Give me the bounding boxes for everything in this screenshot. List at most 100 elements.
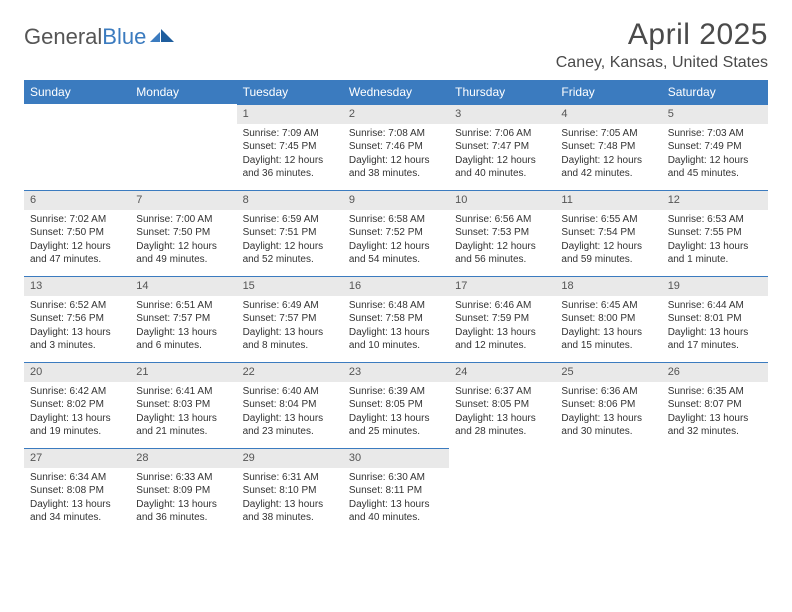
sunrise-line: Sunrise: 6:49 AM (243, 299, 337, 313)
sunset-line: Sunset: 7:52 PM (349, 226, 443, 240)
sunrise-line: Sunrise: 6:59 AM (243, 213, 337, 227)
day-details: Sunrise: 6:45 AMSunset: 8:00 PMDaylight:… (555, 296, 661, 357)
calendar-cell: 4Sunrise: 7:05 AMSunset: 7:48 PMDaylight… (555, 104, 661, 190)
sunset-line: Sunset: 7:58 PM (349, 312, 443, 326)
sunset-line: Sunset: 8:05 PM (349, 398, 443, 412)
day-number: 28 (130, 448, 236, 468)
day-number: 5 (662, 104, 768, 124)
weekday-thursday: Thursday (449, 80, 555, 104)
day-details: Sunrise: 6:49 AMSunset: 7:57 PMDaylight:… (237, 296, 343, 357)
sunset-line: Sunset: 7:57 PM (243, 312, 337, 326)
calendar-cell (662, 448, 768, 534)
sunrise-line: Sunrise: 6:46 AM (455, 299, 549, 313)
sunrise-line: Sunrise: 6:41 AM (136, 385, 230, 399)
day-number: 21 (130, 362, 236, 382)
day-details: Sunrise: 6:44 AMSunset: 8:01 PMDaylight:… (662, 296, 768, 357)
day-number: 15 (237, 276, 343, 296)
daylight-line: Daylight: 13 hours and 12 minutes. (455, 326, 549, 353)
sunrise-line: Sunrise: 6:31 AM (243, 471, 337, 485)
day-details: Sunrise: 6:30 AMSunset: 8:11 PMDaylight:… (343, 468, 449, 529)
sunrise-line: Sunrise: 6:58 AM (349, 213, 443, 227)
sunrise-line: Sunrise: 6:42 AM (30, 385, 124, 399)
daylight-line: Daylight: 12 hours and 42 minutes. (561, 154, 655, 181)
calendar-cell: 5Sunrise: 7:03 AMSunset: 7:49 PMDaylight… (662, 104, 768, 190)
day-details: Sunrise: 6:41 AMSunset: 8:03 PMDaylight:… (130, 382, 236, 443)
calendar-table: Sunday Monday Tuesday Wednesday Thursday… (24, 80, 768, 534)
day-number: 4 (555, 104, 661, 124)
day-details: Sunrise: 6:58 AMSunset: 7:52 PMDaylight:… (343, 210, 449, 271)
calendar-cell: 6Sunrise: 7:02 AMSunset: 7:50 PMDaylight… (24, 190, 130, 276)
calendar-week-row: 6Sunrise: 7:02 AMSunset: 7:50 PMDaylight… (24, 190, 768, 276)
sunset-line: Sunset: 8:05 PM (455, 398, 549, 412)
day-number: 27 (24, 448, 130, 468)
day-details: Sunrise: 6:48 AMSunset: 7:58 PMDaylight:… (343, 296, 449, 357)
daylight-line: Daylight: 13 hours and 40 minutes. (349, 498, 443, 525)
sunrise-line: Sunrise: 7:08 AM (349, 127, 443, 141)
sunrise-line: Sunrise: 6:44 AM (668, 299, 762, 313)
sunrise-line: Sunrise: 6:35 AM (668, 385, 762, 399)
day-details: Sunrise: 7:08 AMSunset: 7:46 PMDaylight:… (343, 124, 449, 185)
sunrise-line: Sunrise: 6:33 AM (136, 471, 230, 485)
day-number: 13 (24, 276, 130, 296)
daylight-line: Daylight: 13 hours and 30 minutes. (561, 412, 655, 439)
sunset-line: Sunset: 7:45 PM (243, 140, 337, 154)
daylight-line: Daylight: 13 hours and 1 minute. (668, 240, 762, 267)
daylight-line: Daylight: 13 hours and 19 minutes. (30, 412, 124, 439)
daylight-line: Daylight: 13 hours and 3 minutes. (30, 326, 124, 353)
sunset-line: Sunset: 8:06 PM (561, 398, 655, 412)
day-details: Sunrise: 6:34 AMSunset: 8:08 PMDaylight:… (24, 468, 130, 529)
sunset-line: Sunset: 7:57 PM (136, 312, 230, 326)
day-number: 20 (24, 362, 130, 382)
calendar-cell (555, 448, 661, 534)
day-number: 26 (662, 362, 768, 382)
calendar-cell: 28Sunrise: 6:33 AMSunset: 8:09 PMDayligh… (130, 448, 236, 534)
sunset-line: Sunset: 7:46 PM (349, 140, 443, 154)
day-number: 12 (662, 190, 768, 210)
calendar-cell: 14Sunrise: 6:51 AMSunset: 7:57 PMDayligh… (130, 276, 236, 362)
daylight-line: Daylight: 13 hours and 10 minutes. (349, 326, 443, 353)
sunrise-line: Sunrise: 6:48 AM (349, 299, 443, 313)
day-number: 17 (449, 276, 555, 296)
daylight-line: Daylight: 12 hours and 38 minutes. (349, 154, 443, 181)
calendar-cell: 26Sunrise: 6:35 AMSunset: 8:07 PMDayligh… (662, 362, 768, 448)
calendar-cell: 17Sunrise: 6:46 AMSunset: 7:59 PMDayligh… (449, 276, 555, 362)
day-number: 29 (237, 448, 343, 468)
sunrise-line: Sunrise: 6:34 AM (30, 471, 124, 485)
day-number: 16 (343, 276, 449, 296)
calendar-cell: 27Sunrise: 6:34 AMSunset: 8:08 PMDayligh… (24, 448, 130, 534)
weekday-wednesday: Wednesday (343, 80, 449, 104)
calendar-cell: 15Sunrise: 6:49 AMSunset: 7:57 PMDayligh… (237, 276, 343, 362)
day-details: Sunrise: 6:55 AMSunset: 7:54 PMDaylight:… (555, 210, 661, 271)
day-number: 10 (449, 190, 555, 210)
day-details: Sunrise: 6:37 AMSunset: 8:05 PMDaylight:… (449, 382, 555, 443)
day-number: 30 (343, 448, 449, 468)
daylight-line: Daylight: 12 hours and 49 minutes. (136, 240, 230, 267)
day-details: Sunrise: 7:05 AMSunset: 7:48 PMDaylight:… (555, 124, 661, 185)
day-number: 19 (662, 276, 768, 296)
sunrise-line: Sunrise: 6:37 AM (455, 385, 549, 399)
sunset-line: Sunset: 7:56 PM (30, 312, 124, 326)
sunset-line: Sunset: 8:02 PM (30, 398, 124, 412)
sunrise-line: Sunrise: 7:03 AM (668, 127, 762, 141)
sunset-line: Sunset: 7:50 PM (30, 226, 124, 240)
daylight-line: Daylight: 12 hours and 45 minutes. (668, 154, 762, 181)
day-number: 3 (449, 104, 555, 124)
sunset-line: Sunset: 7:55 PM (668, 226, 762, 240)
brand-mark-icon (150, 24, 176, 50)
sunset-line: Sunset: 7:54 PM (561, 226, 655, 240)
day-number: 7 (130, 190, 236, 210)
sunset-line: Sunset: 8:11 PM (349, 484, 443, 498)
day-details: Sunrise: 7:02 AMSunset: 7:50 PMDaylight:… (24, 210, 130, 271)
month-title: April 2025 (556, 18, 768, 52)
sunset-line: Sunset: 8:04 PM (243, 398, 337, 412)
day-details: Sunrise: 6:46 AMSunset: 7:59 PMDaylight:… (449, 296, 555, 357)
location-label: Caney, Kansas, United States (556, 54, 768, 72)
sunrise-line: Sunrise: 6:39 AM (349, 385, 443, 399)
calendar-cell: 16Sunrise: 6:48 AMSunset: 7:58 PMDayligh… (343, 276, 449, 362)
day-details: Sunrise: 6:53 AMSunset: 7:55 PMDaylight:… (662, 210, 768, 271)
calendar-cell: 23Sunrise: 6:39 AMSunset: 8:05 PMDayligh… (343, 362, 449, 448)
calendar-cell (449, 448, 555, 534)
calendar-cell: 7Sunrise: 7:00 AMSunset: 7:50 PMDaylight… (130, 190, 236, 276)
sunrise-line: Sunrise: 7:09 AM (243, 127, 337, 141)
sunrise-line: Sunrise: 6:55 AM (561, 213, 655, 227)
